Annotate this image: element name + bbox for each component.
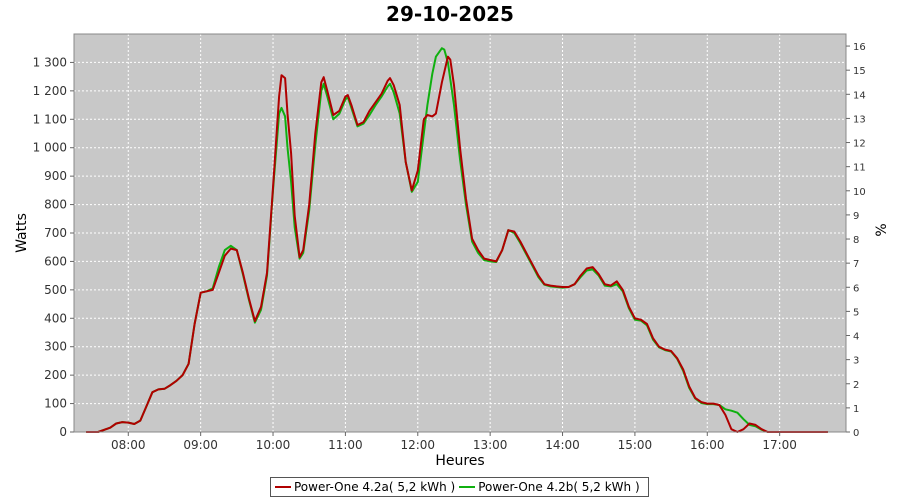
y-tick-label: 1 300 [33,55,67,69]
y-axis-label: Watts [14,213,30,253]
y2-tick-label: 6 [853,283,859,294]
legend-swatch-a [275,486,291,488]
legend-label-b: Power-One 4.2b( 5,2 kWh ) [478,480,640,494]
y2-axis-label: % [874,223,890,236]
x-tick-label: 08:00 [111,438,146,452]
y-tick-label: 1 200 [33,84,67,98]
x-tick-label: 17:00 [762,438,797,452]
legend-item-a: Power-One 4.2a( 5,2 kWh ) [275,480,455,494]
x-tick-label: 11:00 [328,438,363,452]
y2-tick-label: 10 [853,187,866,198]
y-tick-label: 0 [59,425,67,439]
y2-tick-label: 7 [853,259,859,270]
y-tick-label: 700 [44,226,67,240]
y-tick-label: 400 [44,311,67,325]
legend-swatch-b [459,486,476,488]
series-layer [86,47,828,433]
x-tick-label: 15:00 [618,438,653,452]
y-tick-label: 1 000 [33,141,67,155]
y2-tick-label: 5 [853,307,859,318]
x-axis-label: Heures [435,453,484,469]
legend-item-b: Power-One 4.2b( 5,2 kWh ) [459,480,640,494]
chart-title: 29-10-2025 [386,2,514,26]
y2-tick-label: 12 [853,139,866,150]
x-tick-label: 16:00 [690,438,725,452]
y2-tick-label: 14 [853,90,866,101]
x-tick-label: 09:00 [183,438,218,452]
y-tick-label: 100 [44,397,67,411]
y2-tick-label: 3 [853,356,859,367]
y-tick-label: 300 [44,340,67,354]
y2-tick-label: 1 [853,404,859,415]
x-tick-label: 10:00 [256,438,291,452]
y2-tick-label: 11 [853,163,866,174]
legend: Power-One 4.2a( 5,2 kWh ) Power-One 4.2b… [270,477,649,497]
y-tick-label: 600 [44,254,67,268]
y-tick-label: 200 [44,368,67,382]
y-tick-label: 800 [44,198,67,212]
x-tick-label: 13:00 [473,438,508,452]
series-line-a [86,55,828,433]
y2-tick-label: 4 [853,332,859,343]
y-tick-label: 500 [44,283,67,297]
y2-tick-label: 15 [853,66,866,77]
y2-tick-label: 8 [853,235,859,246]
y2-tick-label: 2 [853,380,859,391]
x-tick-label: 14:00 [545,438,580,452]
y2-tick-label: 0 [853,428,859,439]
y-tick-label: 1 100 [33,112,67,126]
x-tick-label: 12:00 [400,438,435,452]
y2-tick-label: 13 [853,114,866,125]
y2-tick-label: 16 [853,42,866,53]
y-tick-label: 900 [44,169,67,183]
y2-tick-label: 9 [853,211,859,222]
legend-label-a: Power-One 4.2a( 5,2 kWh ) [294,480,456,494]
